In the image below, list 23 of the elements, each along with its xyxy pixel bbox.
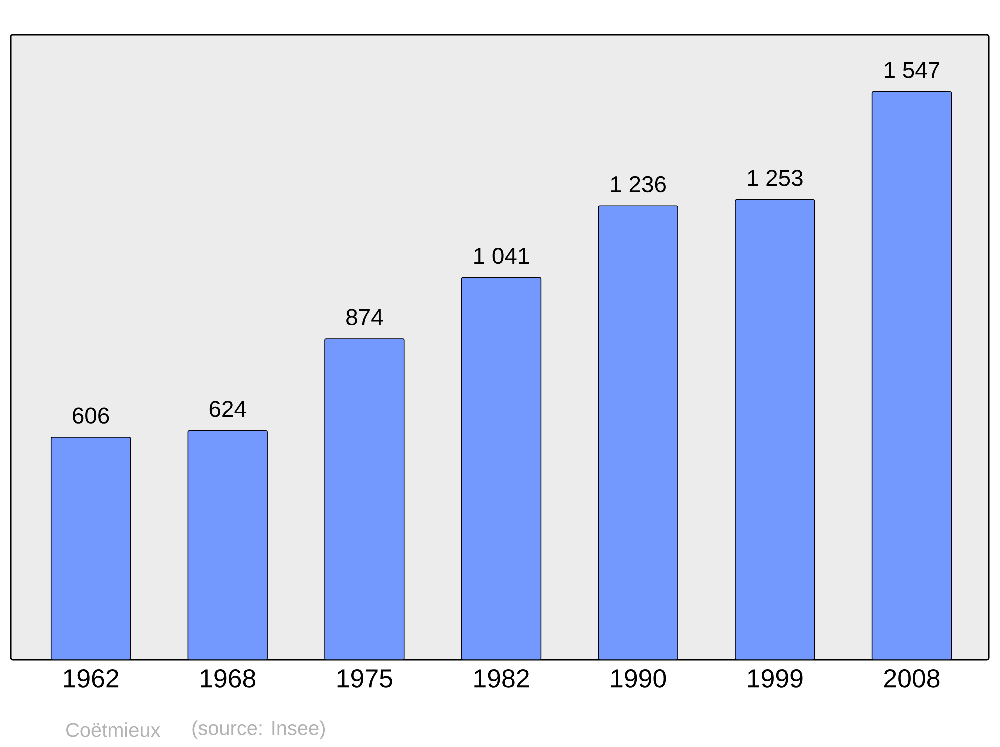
data-label: 624 [210, 401, 246, 418]
data-label: 1 253 [748, 170, 803, 186]
x-tick-label: 1962 [64, 670, 119, 688]
bar [461, 277, 542, 660]
x-tick-label: 1982 [474, 670, 530, 688]
bar [735, 199, 816, 660]
bar [50, 437, 132, 660]
text: (source: Insee) [192, 720, 326, 740]
bar [324, 338, 405, 660]
x-tick-label: 1999 [748, 670, 803, 688]
x-tick-label: 1975 [338, 670, 392, 688]
bar [598, 206, 678, 660]
data-label: 606 [73, 408, 110, 424]
text: Coëtmieux [66, 722, 161, 738]
x-tick-label: 1990 [612, 670, 666, 688]
x-tick-label: 2008 [884, 670, 940, 688]
data-label: 1 236 [611, 176, 666, 193]
data-label: 1 547 [885, 62, 940, 78]
bar [188, 430, 268, 660]
x-tick-label: 1968 [201, 670, 256, 688]
data-label: 1 041 [474, 248, 530, 264]
bar [872, 92, 952, 660]
data-label: 874 [346, 309, 384, 326]
